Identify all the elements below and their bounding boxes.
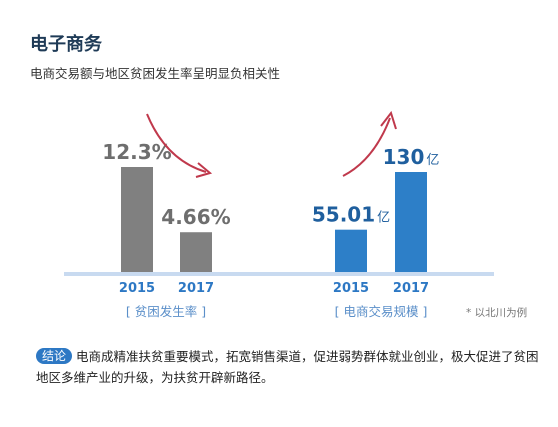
arrow-head [195, 162, 213, 178]
footnote: * 以北川为例 [466, 307, 528, 319]
axis-band [64, 272, 494, 276]
value-label: 130 亿 [383, 145, 440, 169]
panel-caption: [ 贫困发生率 ] [126, 304, 206, 319]
value-label: 55.01 亿 [312, 203, 390, 227]
panel-caption: [ 电商交易规模 ] [335, 304, 428, 319]
category-label: 2017 [393, 281, 429, 296]
value-label: 4.66% [161, 205, 230, 229]
category-label: 2017 [178, 281, 214, 296]
conclusion-tag: 结论 [36, 348, 73, 364]
conclusion: 结论 电商成精准扶贫重要模式，拓宽销售渠道，促进弱势群体就业创业，极大促进了贫困地… [36, 346, 542, 388]
arrow-head [380, 110, 397, 130]
value-label: 12.3% [102, 140, 171, 164]
category-label: 2015 [333, 281, 369, 296]
page-subtitle: 电商交易额与地区贫困发生率呈明显负相关性 [30, 66, 281, 81]
bar-ecommerce-2017 [395, 172, 427, 272]
trend-arrow-up [342, 117, 391, 177]
conclusion-text: 电商成精准扶贫重要模式，拓宽销售渠道，促进弱势群体就业创业，极大促进了贫困地区多… [36, 349, 539, 385]
bar-ecommerce-2015 [335, 229, 367, 272]
bar-poverty-2017 [180, 232, 212, 272]
bar-poverty-2015 [121, 167, 153, 272]
category-label: 2015 [119, 281, 155, 296]
page-title: 电子商务 [30, 34, 102, 55]
trend-arrow-down [146, 113, 207, 173]
